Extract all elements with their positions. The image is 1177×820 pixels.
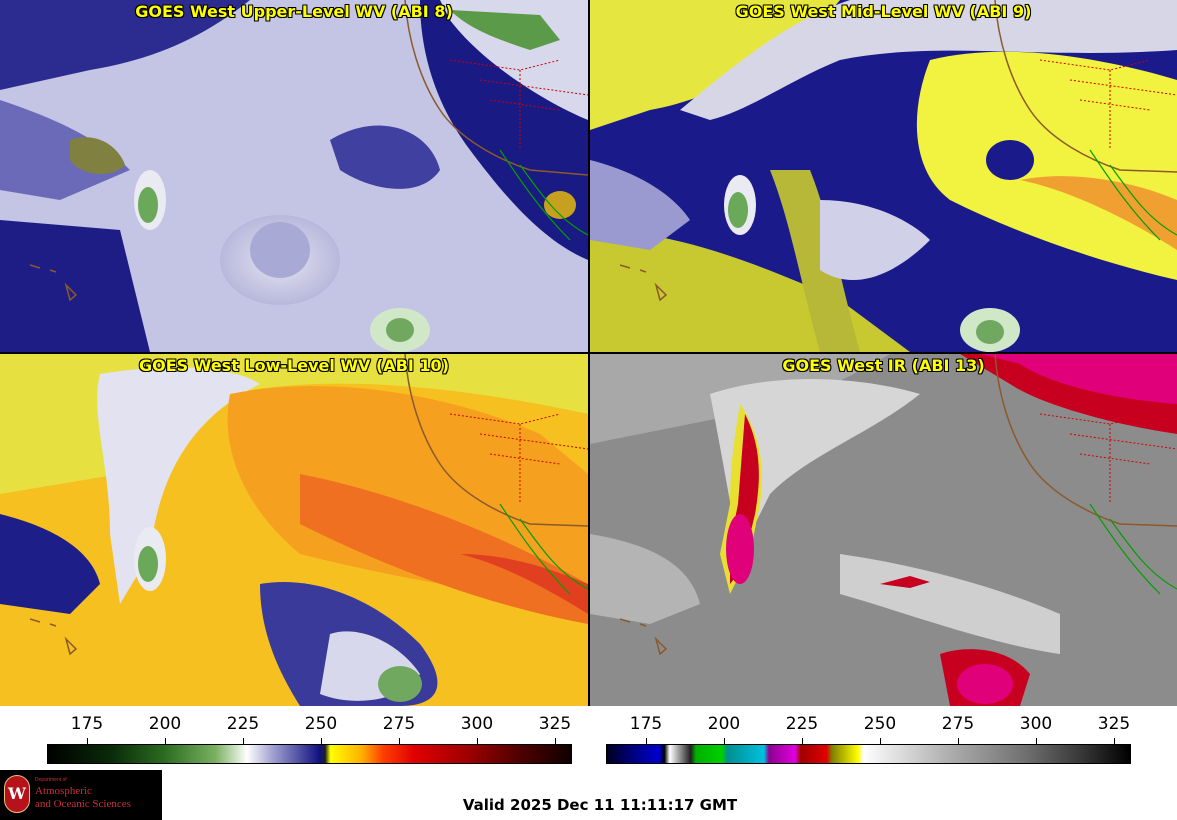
wv-tick-325: [555, 738, 556, 744]
panel-title: GOES West Upper-Level WV (ABI 8): [135, 2, 453, 21]
wv-tick-300: [477, 738, 478, 744]
panel-title: GOES West Low-Level WV (ABI 10): [138, 356, 449, 375]
panel-title: GOES West IR (ABI 13): [782, 356, 985, 375]
wv-tick-200: [165, 738, 166, 744]
ir-tick-label: 300: [1019, 714, 1053, 734]
ir-tick-label: 275: [941, 714, 975, 734]
panel-ir: GOES West IR (ABI 13): [590, 354, 1177, 706]
ir-tick-200: [724, 738, 725, 744]
logo-line-2: and Oceanic Sciences: [35, 798, 131, 810]
logo-line-1: Atmospheric: [35, 785, 92, 797]
wv-tick-175: [87, 738, 88, 744]
upper-level-wv-image: [0, 0, 588, 352]
wv-tick-250: [321, 738, 322, 744]
wv-tick-label: 325: [538, 714, 572, 734]
logo-dept-line: Department of: [35, 777, 67, 783]
wv-colorbar: [47, 744, 572, 764]
wv-tick-225: [243, 738, 244, 744]
valid-time: Valid 2025 Dec 11 11:11:17 GMT: [462, 796, 738, 814]
panel-mid-level-wv: GOES West Mid-Level WV (ABI 9): [590, 0, 1177, 352]
ir-tick-label: 175: [629, 714, 663, 734]
ir-tick-275: [958, 738, 959, 744]
wv-tick-label: 300: [460, 714, 494, 734]
ir-tick-label: 200: [707, 714, 741, 734]
aos-logo: W Department of Atmospheric and Oceanic …: [0, 770, 162, 820]
wv-tick-275: [399, 738, 400, 744]
ir-colorbar: [606, 744, 1131, 764]
wv-tick-label: 225: [226, 714, 260, 734]
ir-tick-250: [880, 738, 881, 744]
low-level-wv-image: [0, 354, 588, 706]
ir-tick-label: 250: [863, 714, 897, 734]
ir-tick-label: 225: [785, 714, 819, 734]
uw-seal-icon: W: [4, 775, 30, 813]
mid-level-wv-image: [590, 0, 1177, 352]
ir-tick-300: [1036, 738, 1037, 744]
wv-tick-label: 250: [304, 714, 338, 734]
wv-tick-label: 200: [148, 714, 182, 734]
ir-tick-325: [1114, 738, 1115, 744]
ir-image: [590, 354, 1177, 706]
panel-divider-horizontal: [0, 352, 1177, 354]
ir-tick-225: [802, 738, 803, 744]
ir-tick-175: [646, 738, 647, 744]
panel-upper-level-wv: GOES West Upper-Level WV (ABI 8): [0, 0, 588, 352]
wv-tick-label: 175: [70, 714, 104, 734]
wv-tick-label: 275: [382, 714, 416, 734]
panel-title: GOES West Mid-Level WV (ABI 9): [735, 2, 1032, 21]
panel-low-level-wv: GOES West Low-Level WV (ABI 10): [0, 354, 588, 706]
ir-tick-label: 325: [1097, 714, 1131, 734]
